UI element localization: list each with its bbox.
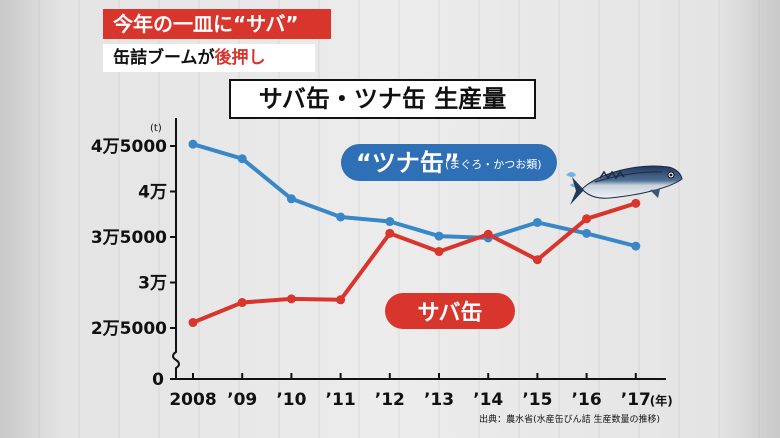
data-point-tuna [237, 154, 247, 164]
data-point-tuna [434, 231, 444, 241]
subheadline-highlight: 後押し [214, 48, 266, 68]
data-point-saba [336, 295, 346, 305]
legend-saba-name: サバ缶 [417, 300, 482, 326]
legend-tuna-subname: (まぐろ・かつお類) [445, 158, 542, 171]
mackerel-fish-icon [566, 165, 683, 205]
chart-title: サバ缶・ツナ缶 生産量 [258, 85, 507, 113]
headline-banner: 今年の一皿に“サバ” [103, 9, 331, 39]
x-tick-label: 2008 [169, 390, 216, 410]
x-tick-label: ’11 [326, 390, 356, 410]
y-tick-label: 3万5000 [91, 228, 167, 248]
series-lines [192, 142, 637, 325]
data-point-tuna [336, 212, 346, 222]
y-zero-label: 0 [152, 370, 164, 390]
data-point-tuna [631, 241, 641, 251]
data-point-tuna [286, 194, 296, 204]
x-tick-label: ’17 [621, 390, 651, 410]
data-point-saba [483, 229, 493, 239]
x-tick-label: ’09 [227, 390, 257, 410]
data-point-saba [532, 255, 542, 265]
chart-title-box: サバ缶・ツナ缶 生産量 [229, 79, 536, 119]
headline-text: 今年の一皿に“サバ” [113, 12, 299, 36]
y-tick-label: 4万5000 [91, 137, 167, 157]
y-tick-label: 4万 [138, 183, 167, 203]
data-point-saba [188, 318, 198, 328]
x-unit-label: (年) [650, 393, 673, 408]
data-point-saba [237, 298, 247, 308]
legend-saba: サバ缶 [385, 293, 515, 329]
data-point-tuna [385, 217, 395, 227]
y-tick-labels: 2万5000 3万 3万5000 4万 4万5000 0 [91, 137, 167, 390]
series-line-tuna [192, 142, 637, 249]
data-point-saba [286, 294, 296, 304]
y-tick-label: 3万 [138, 274, 167, 294]
x-tick-label: ’13 [424, 390, 454, 410]
data-point-saba [582, 214, 592, 224]
y-unit-label: (t) [150, 123, 162, 134]
source-note: 出典：農水省(水産缶びん詰 生産数量の推移) [479, 413, 660, 425]
data-point-saba [631, 198, 641, 208]
data-point-tuna [582, 228, 592, 238]
x-tick-labels: 2008 ’09 ’10 ’11 ’12 ’13 ’14 ’15 ’16 ’17(年) [169, 390, 672, 410]
data-point-saba [434, 247, 444, 257]
series-line-saba [192, 201, 637, 325]
legend-tuna-name: “ツナ缶” [356, 149, 460, 177]
data-point-saba [385, 228, 395, 238]
legend-tuna: “ツナ缶” (まぐろ・かつお類) [341, 144, 557, 181]
data-point-tuna [188, 139, 198, 149]
y-axis [172, 118, 180, 379]
x-tick-label: ’16 [572, 390, 602, 410]
chart-axes: (t) [150, 118, 666, 380]
y-tick-label: 2万5000 [91, 319, 167, 339]
x-tick-label: ’14 [473, 390, 503, 410]
x-tick-label: ’15 [522, 390, 552, 410]
x-tick-label: ’12 [375, 390, 405, 410]
series-points [188, 139, 641, 328]
data-point-tuna [532, 217, 542, 227]
x-tick-label: ’10 [276, 390, 306, 410]
subheadline-text: 缶詰ブームが [113, 48, 215, 68]
subheadline-banner: 缶詰ブームが後押し [103, 44, 315, 72]
